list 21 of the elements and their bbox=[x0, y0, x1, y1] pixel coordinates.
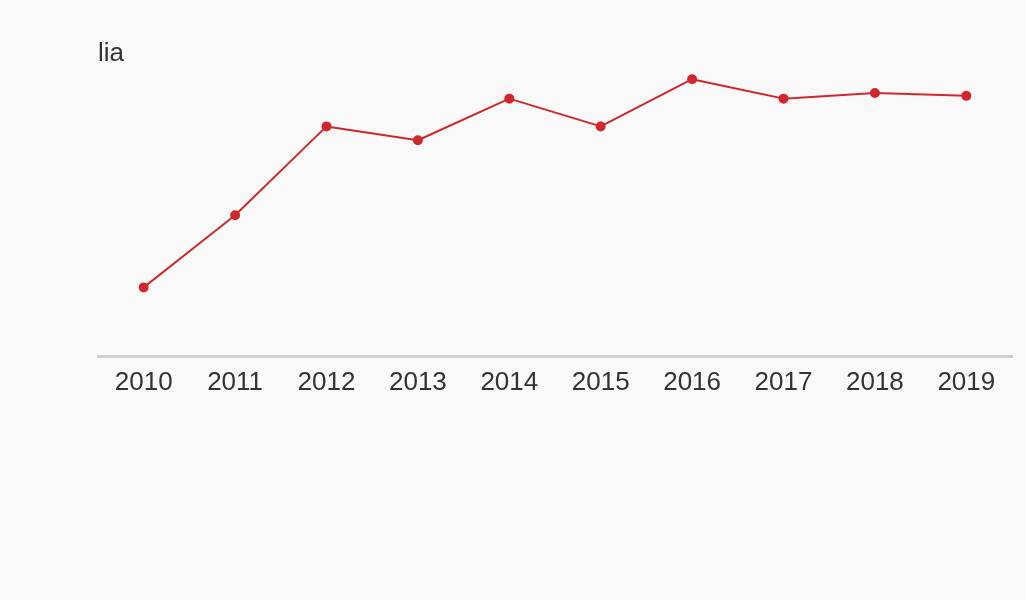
point bbox=[504, 93, 515, 104]
x-tick-label: 2015 bbox=[571, 365, 630, 396]
point bbox=[961, 90, 972, 101]
x-tick-label: 2019 bbox=[937, 365, 996, 396]
point bbox=[687, 74, 698, 85]
point bbox=[230, 210, 241, 221]
x-tick-label: 2013 bbox=[388, 365, 447, 396]
point bbox=[321, 121, 332, 132]
x-tick-label: 2012 bbox=[297, 365, 356, 396]
point bbox=[138, 282, 149, 293]
x-tick-label: 2011 bbox=[207, 365, 264, 396]
point bbox=[778, 93, 789, 104]
x-tick-label: 2017 bbox=[754, 365, 813, 396]
point bbox=[869, 88, 880, 99]
x-tick-label: 2014 bbox=[480, 365, 539, 396]
chart-title: lia bbox=[98, 36, 125, 67]
x-tick-label: 2018 bbox=[845, 365, 904, 396]
point bbox=[595, 121, 606, 132]
x-tick-label: 2010 bbox=[114, 365, 173, 396]
point bbox=[412, 135, 423, 146]
x-tick-label: 2016 bbox=[663, 365, 722, 396]
